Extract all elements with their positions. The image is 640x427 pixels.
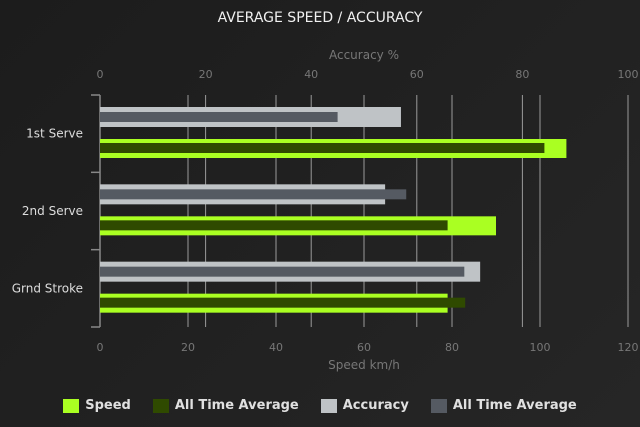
category-label: 1st Serve bbox=[26, 127, 83, 141]
top-tick-label: 40 bbox=[304, 68, 318, 81]
top-tick-label: 80 bbox=[515, 68, 529, 81]
top-tick-label: 100 bbox=[618, 68, 639, 81]
top-tick-label: 0 bbox=[97, 68, 104, 81]
bottom-tick-label: 40 bbox=[269, 341, 283, 354]
top-tick-label: 20 bbox=[199, 68, 213, 81]
category-label: Grnd Stroke bbox=[12, 281, 83, 295]
bottom-tick-label: 60 bbox=[357, 341, 371, 354]
chart: AVERAGE SPEED / ACCURACY Accuracy % Speed … bbox=[12, 10, 639, 372]
legend-item[interactable]: Accuracy bbox=[320, 398, 409, 413]
legend-label: Accuracy bbox=[342, 398, 409, 413]
bottom-axis-label: Speed km/h bbox=[328, 358, 400, 372]
legend-label: All Time Average bbox=[452, 398, 577, 413]
legend-item[interactable]: All Time Average bbox=[430, 398, 577, 413]
legend-label: All Time Average bbox=[174, 398, 299, 413]
bar-speed-average bbox=[100, 143, 545, 153]
bottom-tick-label: 120 bbox=[618, 341, 639, 354]
legend-swatch bbox=[430, 398, 447, 413]
bottom-tick-label: 80 bbox=[445, 341, 459, 354]
bar-accuracy-average bbox=[100, 189, 407, 200]
bottom-tick-label: 20 bbox=[181, 341, 195, 354]
top-tick-label: 60 bbox=[410, 68, 424, 81]
bar-accuracy-average bbox=[100, 112, 338, 122]
legend-item[interactable]: Speed bbox=[63, 398, 131, 413]
legend-swatch bbox=[152, 398, 169, 413]
top-axis-label: Accuracy % bbox=[329, 48, 399, 62]
category-label: 2nd Serve bbox=[22, 204, 83, 218]
legend-swatch bbox=[63, 398, 80, 413]
chart-title: AVERAGE SPEED / ACCURACY bbox=[218, 10, 423, 26]
bar-speed-average bbox=[100, 220, 448, 231]
legend: Speed All Time Average Accuracy All Time Av… bbox=[0, 398, 640, 413]
bar-accuracy-average bbox=[100, 266, 465, 277]
bar-speed-average bbox=[100, 297, 466, 308]
bottom-tick-label: 0 bbox=[97, 341, 104, 354]
legend-item[interactable]: All Time Average bbox=[152, 398, 299, 413]
legend-swatch bbox=[320, 398, 337, 413]
bottom-tick-label: 100 bbox=[530, 341, 551, 354]
legend-label: Speed bbox=[85, 398, 131, 413]
